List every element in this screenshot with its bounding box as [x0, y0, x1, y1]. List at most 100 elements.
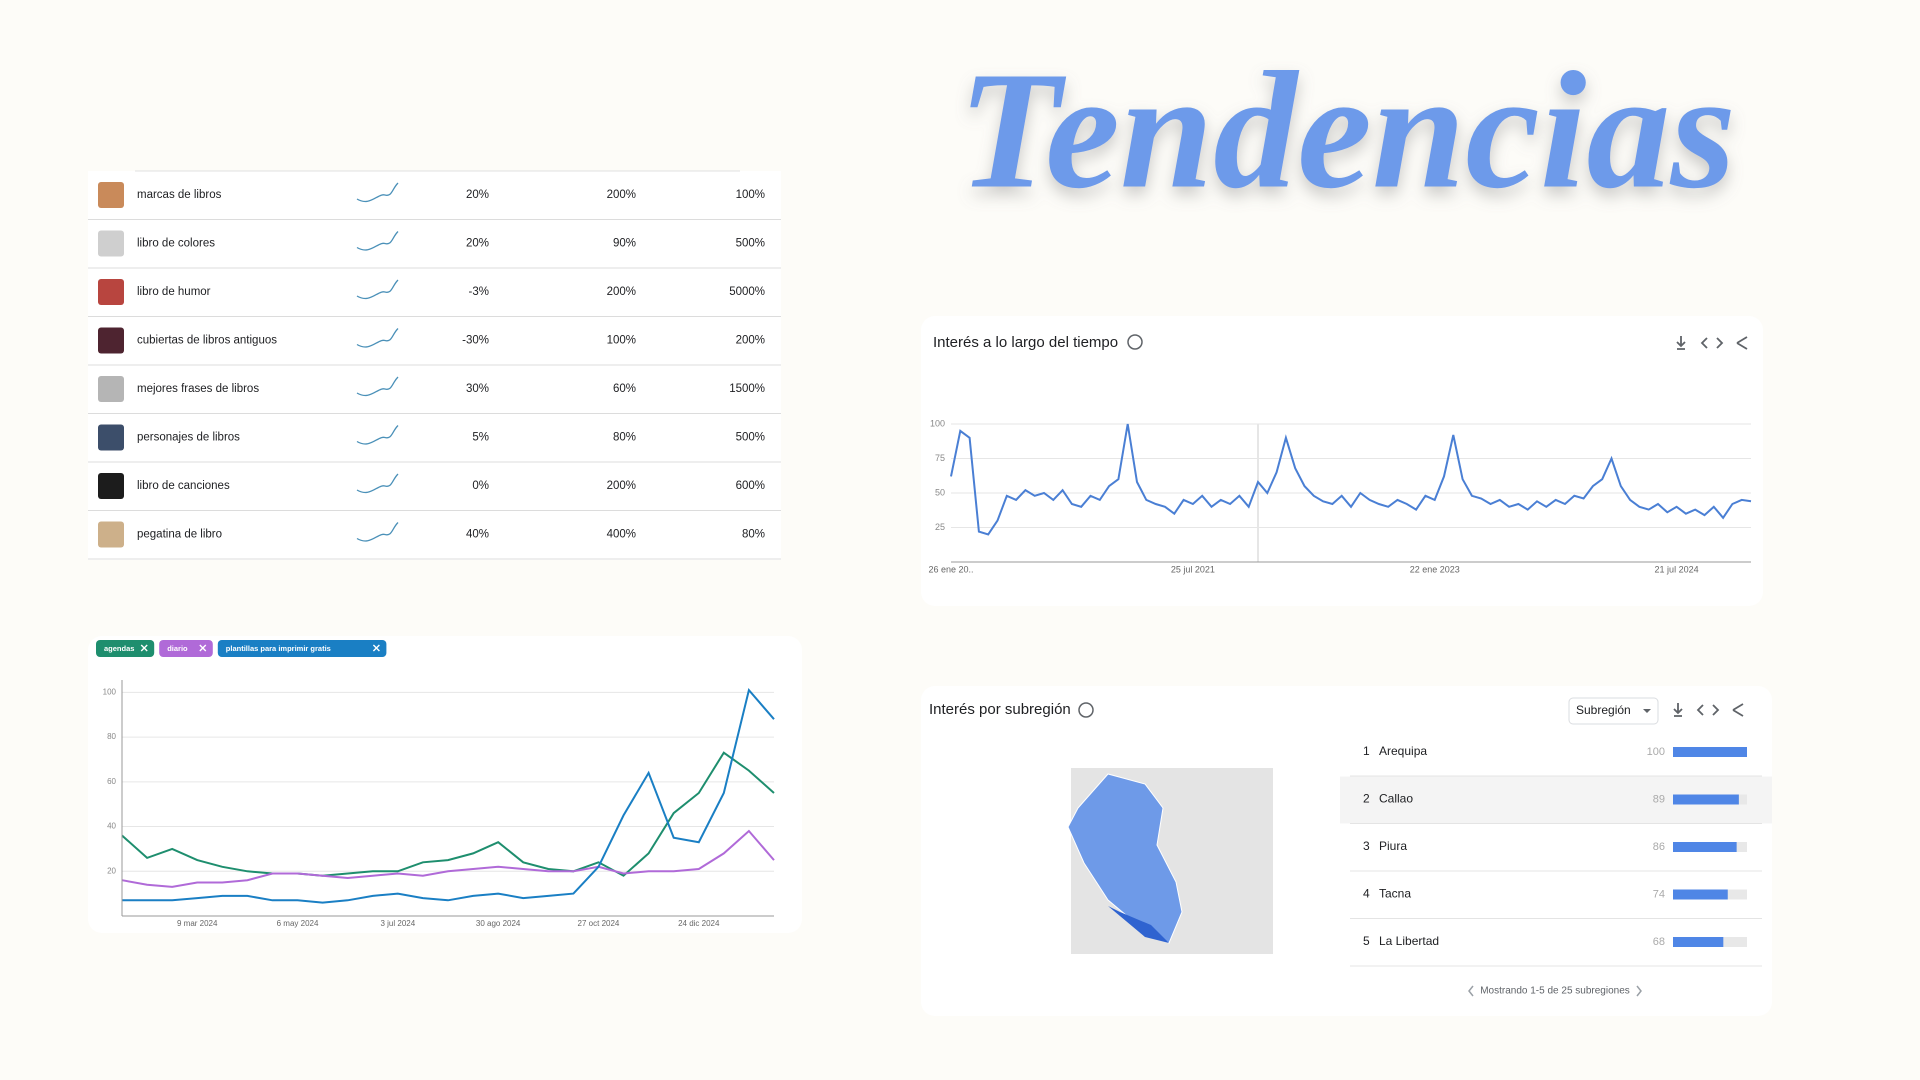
slide-title: Tendencias	[958, 38, 1736, 224]
bar	[1673, 747, 1747, 757]
row-name: libro de humor	[137, 286, 211, 298]
x-tick-label: 24 dic 2024	[678, 919, 720, 928]
rank: 3	[1363, 839, 1370, 853]
row-value: 100%	[736, 189, 765, 201]
rank: 5	[1363, 934, 1370, 948]
row-value: 5%	[472, 432, 489, 444]
row-value: 200%	[607, 286, 636, 298]
row-value: 200%	[607, 189, 636, 201]
legend-label: plantillas para imprimir gratis	[226, 644, 331, 653]
sparkline	[356, 376, 399, 397]
dropdown-label[interactable]: Subregión	[1576, 703, 1631, 717]
x-tick-label: 22 ene 2023	[1410, 564, 1460, 574]
sparkline	[356, 473, 399, 494]
row-name: libro de canciones	[137, 480, 230, 492]
region-name: La Libertad	[1379, 934, 1439, 948]
y-tick-label: 40	[107, 822, 116, 831]
row-name: mejores frases de libros	[137, 383, 259, 395]
chip-close[interactable]	[140, 644, 148, 652]
dropdown[interactable]	[1568, 697, 1659, 725]
thumbnail	[98, 327, 124, 354]
thumbnail	[98, 182, 124, 208]
line-series	[950, 423, 1752, 536]
rank: 4	[1363, 887, 1370, 901]
row-value: 60%	[613, 383, 636, 395]
line-series	[121, 829, 775, 888]
sparkline	[356, 522, 399, 542]
sparkline	[356, 279, 399, 300]
chart-panel	[921, 316, 1763, 606]
toolbar-icons[interactable]	[1673, 336, 1748, 717]
legend-chip[interactable]	[217, 640, 387, 657]
x-tick-label: 3 jul 2024	[380, 919, 415, 928]
y-tick-label: 75	[935, 453, 945, 463]
row-value: 200%	[736, 335, 765, 347]
x-tick-label: 26 ene 20..	[928, 564, 973, 574]
map-region	[1108, 906, 1169, 943]
bar	[1673, 889, 1728, 900]
row-value: 0%	[472, 480, 489, 492]
legend-chip[interactable]	[159, 640, 213, 657]
chip-close[interactable]	[199, 644, 207, 652]
value-label: 89	[1653, 793, 1665, 805]
row-name: marcas de libros	[137, 189, 222, 201]
row-value: 80%	[742, 529, 765, 541]
sparkline	[356, 231, 399, 251]
legend-chip[interactable]	[96, 640, 155, 657]
row-value: 80%	[613, 432, 636, 444]
row-value: 1500%	[729, 383, 765, 395]
thumbnail	[98, 521, 124, 548]
row-value: 90%	[613, 238, 636, 250]
value-label: 100	[1647, 746, 1665, 758]
bar	[1673, 937, 1724, 947]
thumbnail	[98, 376, 124, 402]
dropdown-arrow	[1643, 709, 1651, 713]
rank: 1	[1363, 744, 1370, 758]
thumbnail	[98, 424, 124, 451]
chip-close[interactable]	[372, 644, 380, 652]
map-region	[1067, 773, 1183, 944]
x-tick-label: 6 may 2024	[277, 919, 319, 928]
bar	[1673, 842, 1737, 852]
row-value: 600%	[736, 480, 765, 492]
region-name: Arequipa	[1379, 744, 1427, 758]
sparkline	[356, 425, 399, 445]
row-value: 200%	[607, 480, 636, 492]
y-tick-label: 25	[935, 522, 945, 532]
sparkline	[356, 328, 399, 348]
legend-label: diario	[167, 644, 188, 653]
row-value: 20%	[466, 189, 489, 201]
sparkline	[356, 182, 399, 203]
x-tick-label: 25 jul 2021	[1171, 564, 1215, 574]
row-value: 500%	[736, 432, 765, 444]
row-value: 100%	[607, 335, 636, 347]
row-value: 5000%	[729, 286, 765, 298]
value-label: 74	[1653, 888, 1665, 900]
rank: 2	[1363, 792, 1370, 806]
line-series	[122, 687, 775, 904]
y-tick-label: 100	[930, 418, 945, 428]
row-name: pegatina de libro	[137, 529, 222, 541]
value-label: 68	[1653, 936, 1665, 948]
help-icons	[1078, 334, 1143, 718]
region-name: Tacna	[1379, 887, 1411, 901]
y-tick-label: 80	[107, 732, 116, 741]
bar	[1673, 794, 1739, 805]
thumbnail	[98, 230, 124, 257]
chart-title: Interés por subregión	[929, 701, 1071, 718]
row-value: 30%	[466, 383, 489, 395]
thumbnail	[98, 473, 124, 499]
chart-panel	[88, 636, 802, 933]
x-tick-label: 27 oct 2024	[578, 919, 620, 928]
region-name: Piura	[1379, 839, 1407, 853]
chart-title: Interés a lo largo del tiempo	[933, 334, 1118, 351]
row-value: 500%	[736, 238, 765, 250]
pagination-arrows[interactable]	[1468, 985, 1642, 997]
row-name: personajes de libros	[137, 432, 240, 444]
value-label: 86	[1653, 841, 1665, 853]
y-tick-label: 60	[107, 777, 116, 786]
row-value: 400%	[607, 529, 636, 541]
line-series	[121, 751, 775, 877]
